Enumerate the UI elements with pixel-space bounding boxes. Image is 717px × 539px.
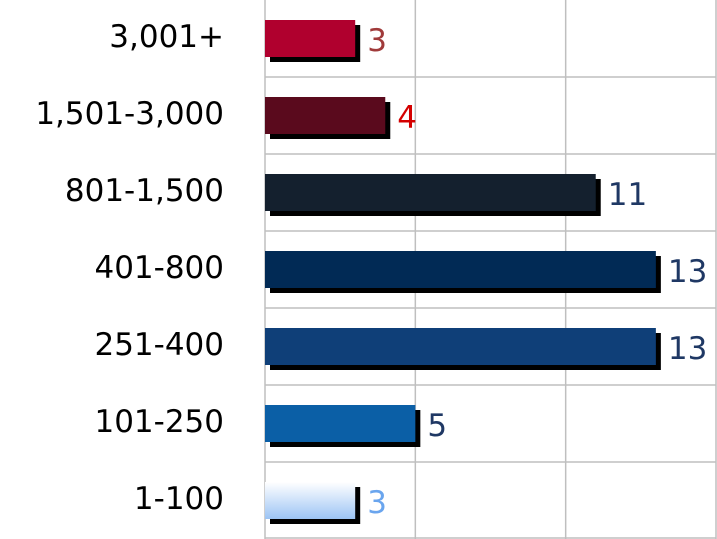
y-tick-label: 251-400 (94, 327, 224, 363)
y-tick-label: 1-100 (134, 481, 224, 517)
value-label: 3 (367, 485, 387, 521)
bar (265, 174, 596, 211)
bar (265, 405, 416, 442)
value-label: 3 (367, 23, 387, 59)
value-label: 11 (608, 177, 647, 213)
value-label: 13 (668, 331, 707, 367)
bar (265, 328, 656, 365)
value-label: 13 (668, 254, 707, 290)
y-tick-label: 401-800 (94, 250, 224, 286)
bar (265, 482, 356, 519)
y-tick-label: 3,001+ (109, 19, 224, 55)
bar (265, 97, 386, 134)
y-tick-label: 801-1,500 (65, 173, 224, 209)
bar (265, 251, 656, 288)
value-label: 4 (397, 100, 417, 136)
y-tick-label: 1,501-3,000 (35, 96, 224, 132)
value-label: 5 (427, 408, 447, 444)
y-tick-label: 101-250 (94, 404, 224, 440)
bar (265, 20, 356, 57)
